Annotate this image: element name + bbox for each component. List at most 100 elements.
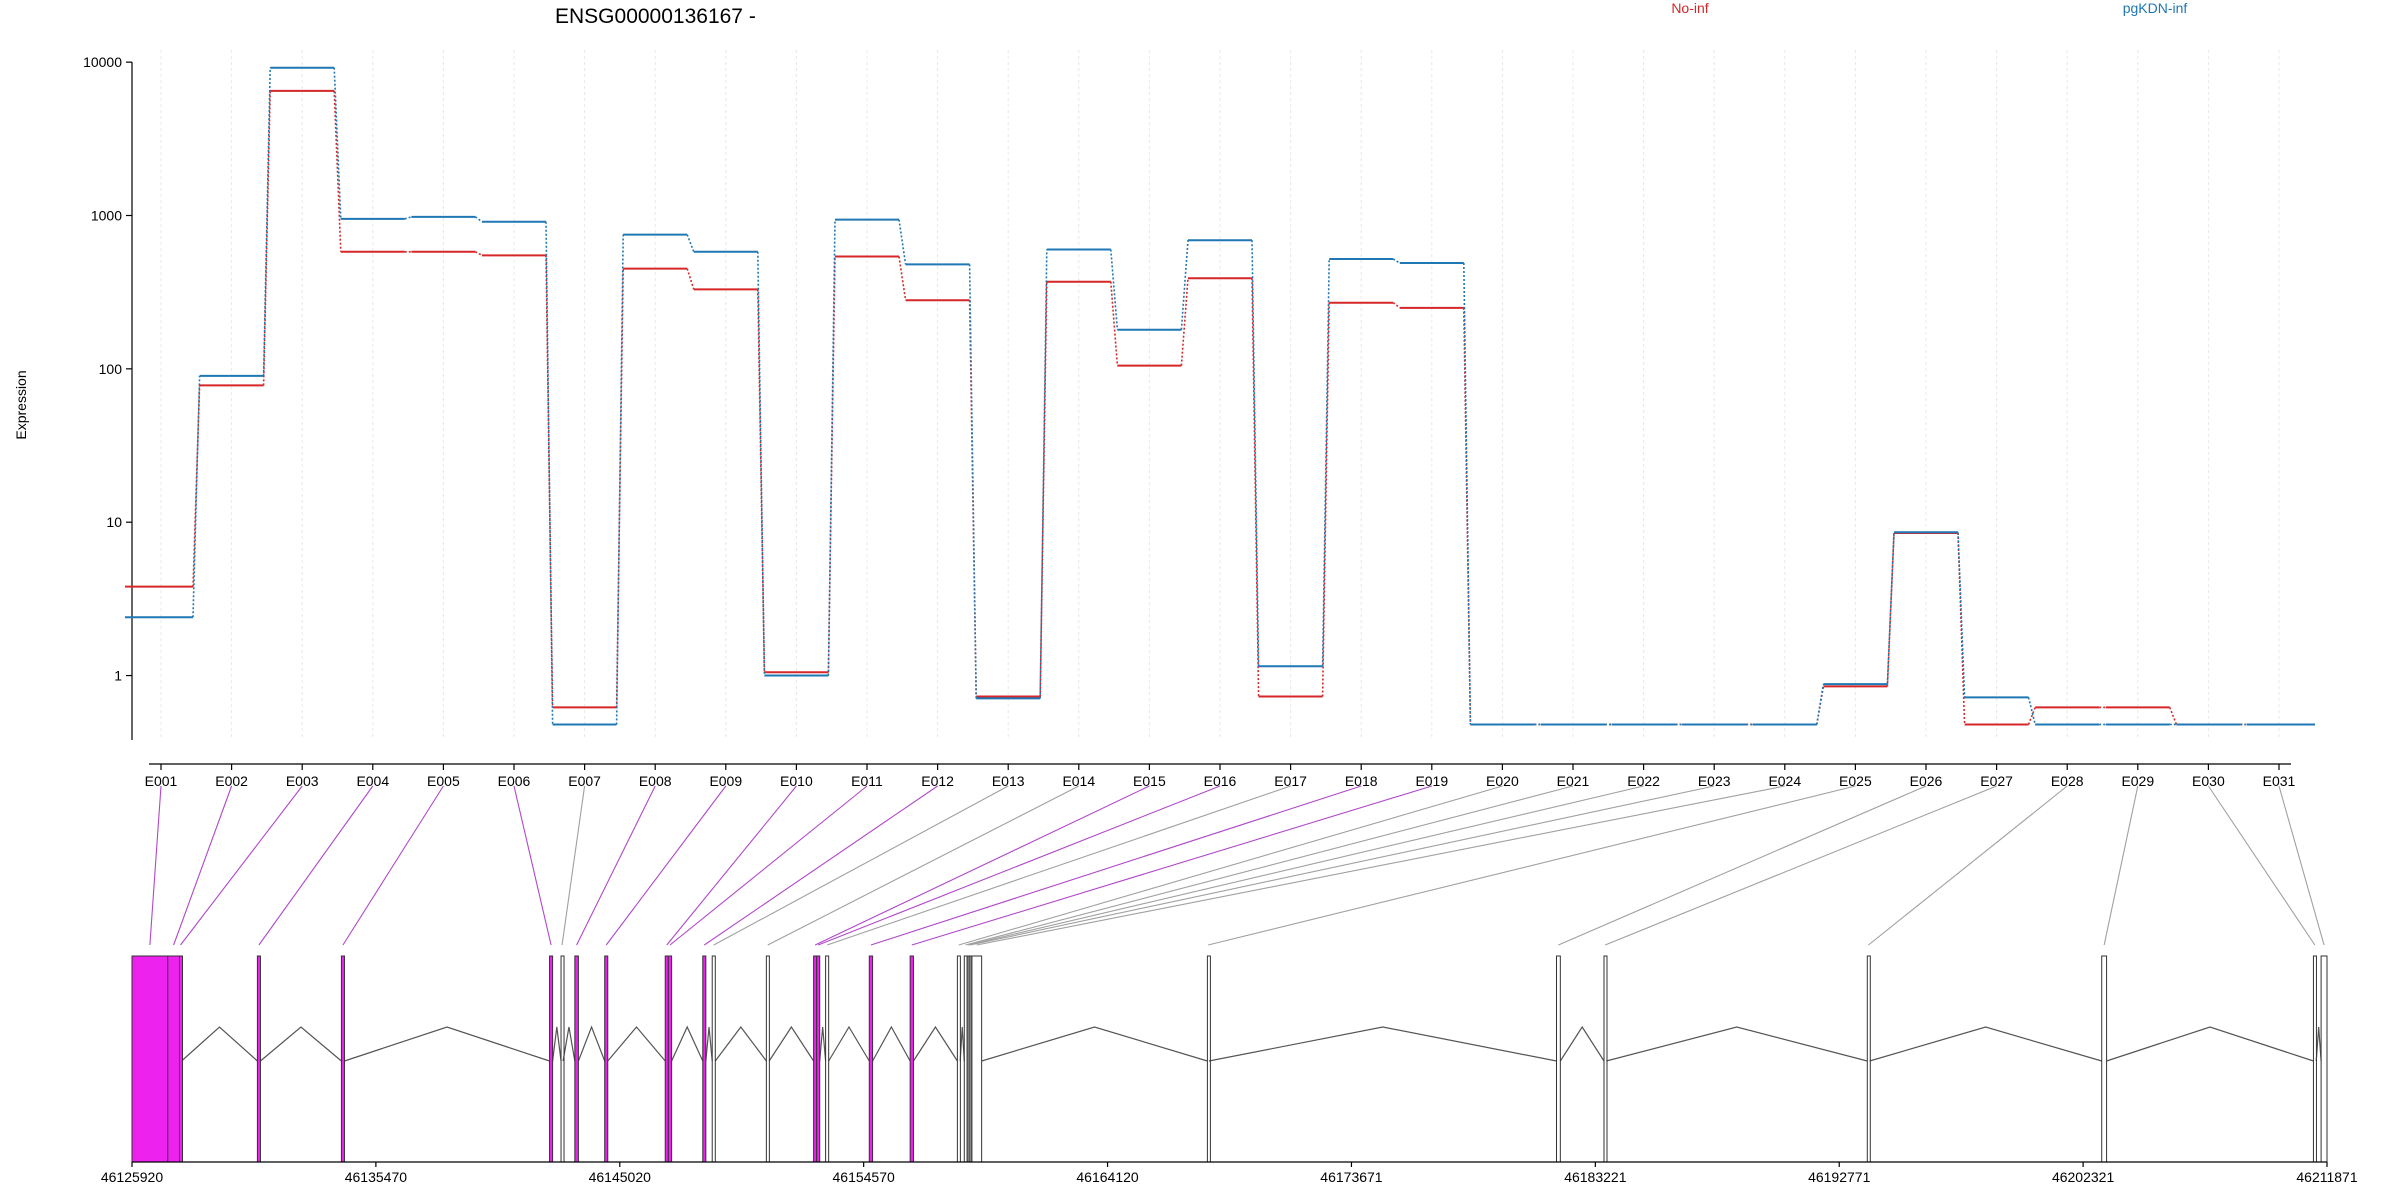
x-tick-label-E031: E031 [2263,773,2296,789]
intron-E011-E012 [671,1025,704,1062]
exon-E012 [702,955,707,1163]
exon-E029 [2101,955,2108,1163]
x-tick-label-E001: E001 [145,773,178,789]
series-no-inf-link-E025 [1886,532,1895,687]
chart-title: ENSG00000136167 - [555,5,756,28]
x-tick-label-E021: E021 [1557,773,1590,789]
series-pgkdn-inf-link-E016 [1251,240,1260,667]
y-tick-label-10: 10 [106,514,122,530]
series-no-inf-link-E005 [475,251,483,257]
x-tick-label-E028: E028 [2051,773,2084,789]
x-tick-label-E002: E002 [215,773,248,789]
exon-E013 [711,955,716,1163]
x-tick-label-E016: E016 [1204,773,1237,789]
genomic-tick-label-46183221: 46183221 [1564,1169,1627,1185]
series-no-inf-link-E018 [1392,302,1401,309]
series-pgkdn-inf-link-E015 [1180,240,1189,330]
x-tick-label-E011: E011 [851,773,883,789]
connector-E009 [605,785,727,946]
intron-E025-E026 [1208,1026,1557,1062]
y-tick-label-1: 1 [114,668,122,684]
x-tick-label-E014: E014 [1062,773,1095,789]
intron-E007-E008 [562,1026,576,1062]
exon-E024 [971,955,983,1163]
exon-E028 [1866,955,1871,1163]
intron-E019-E020 [912,1025,958,1062]
series-pgkdn-inf-link-E025 [1886,532,1895,685]
connector-E006 [513,785,552,946]
connector-E012 [703,785,938,946]
connector-E017 [826,785,1291,946]
genomic-tick-label-46192771: 46192771 [1808,1169,1871,1185]
exon-E001 [131,955,169,1163]
x-tick-label-E022: E022 [1627,773,1660,789]
series-pgkdn-inf-link-E012 [968,264,977,699]
x-tick-label-E007: E007 [568,773,601,789]
intron-E029-E030 [2106,1026,2314,1062]
exon-E030 [2312,955,2317,1163]
legend-no-inf: No-inf [1671,0,1708,16]
series-pgkdn-inf-link-E002 [262,67,271,376]
y-axis-label: Expression [13,370,29,439]
x-tick-label-E013: E013 [992,773,1025,789]
connector-E007 [561,785,586,946]
exon-E005 [340,955,345,1163]
exon-connectors [149,785,2325,946]
connector-E024 [976,785,1785,946]
exon-E020 [956,955,961,1163]
x-tick-label-E008: E008 [639,773,672,789]
intron-E027-E028 [1606,1026,1868,1062]
x-tick-label-E025: E025 [1839,773,1872,789]
series-no-inf-link-E029 [2169,707,2178,725]
y-tick-label-10000: 10000 [83,54,122,70]
x-tick-label-E015: E015 [1133,773,1166,789]
exon-E018 [868,955,874,1163]
genomic-tick-label-46173671: 46173671 [1320,1169,1383,1185]
intron-E017-E018 [828,1025,870,1062]
connector-E010 [666,785,797,946]
series-pgkdn-inf-link-E007 [615,234,624,725]
genomic-tick-label-46135470: 46135470 [345,1169,408,1185]
connector-E011 [669,785,868,946]
connector-E020 [958,785,1503,946]
series-pgkdn-inf-link-E024 [1816,683,1825,725]
connector-E031 [2278,785,2325,946]
x-tick-label-E023: E023 [1698,773,1731,789]
intron-E003-E004 [181,1026,258,1062]
x-tick-label-E003: E003 [286,773,319,789]
connector-E001 [149,785,162,946]
exon-E031 [2320,955,2328,1163]
legend-pgkdn-inf: pgKDN-inf [2123,0,2188,16]
series-no-inf-link-E013 [1039,281,1048,697]
connector-E014 [767,785,1080,946]
intron-E005-E006 [344,1026,550,1062]
connector-E025 [1208,785,1856,946]
intron-E026-E027 [1559,1025,1605,1062]
connector-E015 [814,785,1150,946]
series-lines [125,66,2315,726]
connector-E021 [965,785,1574,946]
connector-E004 [258,785,374,946]
series-no-inf-link-E003 [333,90,342,252]
x-tick-label-E029: E029 [2121,773,2154,789]
exon-E004 [256,955,261,1163]
series-pgkdn-inf-link-E027 [2027,697,2036,725]
intron-E008-E009 [577,1025,606,1062]
series-no-inf-link-E007 [615,268,624,708]
series-pgkdn-inf-link-E019 [1463,262,1472,725]
exon-E026 [1555,955,1561,1163]
series-pgkdn-inf-link-E013 [1039,249,1048,699]
series-no-inf-link-E008 [686,268,695,290]
y-tick-label-100: 100 [99,361,123,377]
genomic-tick-label-46211871: 46211871 [2296,1169,2357,1185]
series-pgkdn-inf-link-E008 [686,234,695,253]
x-tick-label-E019: E019 [1415,773,1448,789]
exon-E017 [825,955,830,1163]
intron-E028-E029 [1869,1026,2102,1062]
exon-E006 [549,955,554,1163]
connector-E013 [713,785,1009,946]
connector-E029 [2103,785,2139,946]
genomic-tick-label-46202321: 46202321 [2052,1169,2115,1185]
series-pgkdn-inf-link-E004 [404,216,412,220]
